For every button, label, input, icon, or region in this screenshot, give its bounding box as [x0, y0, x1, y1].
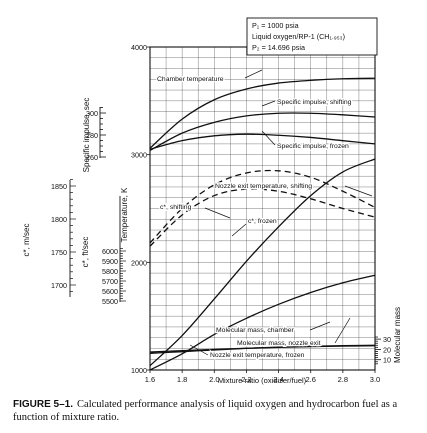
caption-label: FIGURE 5–1.	[13, 399, 74, 410]
leader-nozzle-exit-temperature-shifting	[344, 185, 373, 197]
series-line-chamber-temperature	[149, 77, 376, 149]
cstar-fps-tick-label: 5600	[102, 287, 118, 296]
series-line-specific-impulse-frozen	[149, 133, 376, 150]
series-line-nozzle-exit-temperature-frozen	[149, 274, 376, 371]
cstar-fps-tick-label: 5700	[102, 277, 118, 286]
isp-tick-label: 280	[86, 131, 98, 140]
label-molecular-mass-chamber: Molecular mass, chamber	[216, 327, 295, 334]
x-tick-label: 2.2	[241, 375, 251, 384]
temperature-tick-label: 4000	[131, 43, 147, 52]
x-tick-label: 3.0	[370, 375, 380, 384]
series-line-molecular-mass-nozzle-exit	[149, 344, 376, 354]
label-nozzle-exit-temperature-frozen: Nozzle exit temperature, frozen	[210, 352, 305, 359]
series-labels: Chamber temperature Specific impulse, shi…	[156, 69, 373, 360]
label-c-frozen: c*, frozen	[248, 218, 277, 225]
series-line-nozzle-exit-temperature-shifting	[149, 158, 376, 367]
x-tick-label: 2.6	[305, 375, 315, 384]
x-tick-label: 2.0	[209, 375, 219, 384]
cstar-fps-tick-label: 6000	[102, 247, 118, 256]
cstar-fps-tick-label: 5500	[102, 297, 118, 306]
caption-text: Calculated performance analysis of liqui…	[13, 399, 398, 423]
x-tick-label: 1.8	[177, 375, 187, 384]
figure-caption: FIGURE 5–1. Calculated performance analys…	[13, 398, 418, 424]
label-molecular-mass-nozzle-exit: Molecular mass, nozzle exit	[237, 340, 321, 347]
leader-nozzle-exit-temperature-frozen	[189, 344, 209, 356]
leader-specific-impulse-frozen	[261, 130, 276, 146]
cstar-ms-tick-label: 1800	[51, 215, 67, 224]
label-specific-impulse-shifting: Specific impulse, shifting	[277, 99, 352, 106]
cstar-ms-axis-label: c*, m/sec	[22, 224, 31, 257]
isp-tick-label: 260	[86, 153, 98, 162]
label-c-shifting: c*, shifting	[160, 204, 192, 211]
cstar-fps-tick-label: 5900	[102, 257, 118, 266]
leader-chamber-temperature	[244, 69, 263, 79]
leader-molecular-mass-nozzle-exit	[334, 317, 351, 344]
series-line-specific-impulse-shifting	[149, 112, 376, 151]
axes: 1.6 1.8 2.0 2.2 2.4 2.6 2.8 3.0 1000 2000 3000 4000…	[51, 43, 391, 384]
x-tick-label: 1.6	[145, 375, 155, 384]
cstar-ms-tick-label: 1700	[51, 281, 67, 290]
molmass-tick-label: 30	[383, 335, 391, 344]
legend-line-2: Liquid oxygen/RP-1 (CH₁.₉₅₃)	[252, 32, 345, 41]
leader-specific-impulse-shifting	[261, 100, 276, 107]
label-specific-impulse-frozen: Specific impulse, frozen	[277, 143, 349, 150]
cstar-fps-axis-label: c*, ft/sec	[81, 237, 90, 268]
leader-molecular-mass-chamber	[309, 321, 331, 331]
series-lines	[149, 77, 376, 371]
isp-tick-label: 300	[86, 109, 98, 118]
cstar-fps-tick-label: 5800	[102, 267, 118, 276]
legend-line-3: P₂ = 14.696 psia	[252, 43, 305, 52]
temperature-tick-label: 1000	[131, 366, 147, 375]
label-chamber-temperature: Chamber temperature	[157, 76, 224, 83]
x-axis-label: Mixture ratio (oxidizer/fuel)	[218, 376, 307, 385]
label-nozzle-exit-temperature-shifting: Nozzle exit temperature, shifting	[215, 183, 312, 190]
cstar-ms-tick-label: 1850	[51, 182, 67, 191]
temperature-axis-label: Temperature, K	[120, 187, 129, 242]
x-tick-label: 2.8	[338, 375, 348, 384]
temperature-tick-label: 2000	[131, 258, 147, 267]
series-line-c-shifting	[149, 169, 376, 244]
cstar-ms-tick-label: 1750	[51, 248, 67, 257]
legend-line-1: P₁ = 1000 psia	[252, 21, 299, 30]
temperature-tick-label: 3000	[131, 151, 147, 160]
molmass-axis-label: Molecular mass	[393, 307, 402, 363]
molmass-tick-label: 10	[383, 356, 391, 365]
performance-chart: 1.6 1.8 2.0 2.2 2.4 2.6 2.8 3.0 1000 2000 3000 4000…	[22, 17, 402, 385]
leader-c-frozen	[231, 223, 247, 237]
isp-axis-label: Specific impulse, sec	[82, 98, 91, 173]
series-line-c-frozen	[149, 188, 376, 247]
x-tick-label: 2.4	[273, 375, 283, 384]
molmass-tick-label: 20	[383, 345, 391, 354]
leader-c-shifting	[204, 207, 231, 219]
legend-box: P₁ = 1000 psia Liquid oxygen/RP-1 (CH₁.₉…	[246, 17, 378, 56]
